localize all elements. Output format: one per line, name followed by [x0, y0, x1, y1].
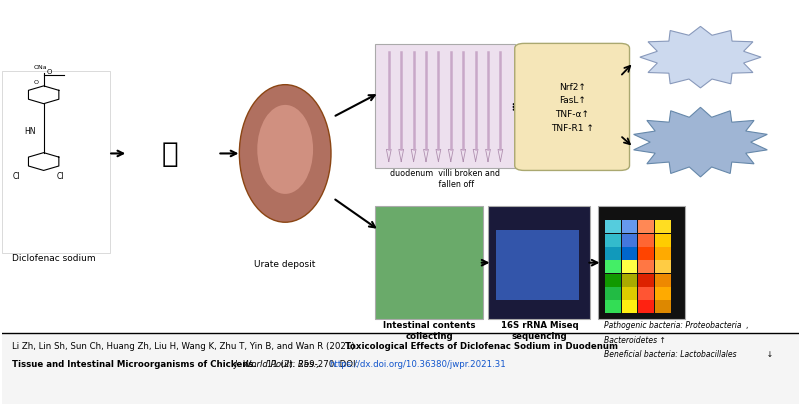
FancyBboxPatch shape — [638, 301, 654, 313]
FancyBboxPatch shape — [375, 45, 514, 168]
FancyBboxPatch shape — [622, 247, 638, 260]
FancyBboxPatch shape — [638, 261, 654, 273]
FancyBboxPatch shape — [622, 234, 638, 247]
FancyBboxPatch shape — [655, 301, 671, 313]
FancyBboxPatch shape — [497, 230, 579, 300]
FancyBboxPatch shape — [638, 274, 654, 287]
FancyBboxPatch shape — [622, 274, 638, 287]
Text: Pathogenic bacteria: Proteobacteria: Pathogenic bacteria: Proteobacteria — [604, 320, 742, 329]
FancyBboxPatch shape — [622, 261, 638, 273]
FancyBboxPatch shape — [2, 1, 799, 334]
Text: Urate deposit: Urate deposit — [254, 259, 316, 268]
Text: HN: HN — [25, 127, 36, 136]
FancyBboxPatch shape — [605, 221, 621, 234]
Text: O: O — [34, 80, 39, 85]
FancyBboxPatch shape — [489, 207, 590, 320]
Ellipse shape — [258, 106, 313, 194]
Text: 11 (2): 259-270. DOI:: 11 (2): 259-270. DOI: — [264, 359, 361, 368]
FancyBboxPatch shape — [638, 221, 654, 234]
Text: apoptosis: apoptosis — [668, 136, 733, 149]
Text: ONa: ONa — [34, 65, 48, 70]
Text: Beneficial bacteria: Lactobacillales: Beneficial bacteria: Lactobacillales — [604, 350, 737, 358]
FancyBboxPatch shape — [605, 261, 621, 273]
FancyBboxPatch shape — [655, 287, 671, 300]
FancyBboxPatch shape — [605, 247, 621, 260]
FancyBboxPatch shape — [638, 234, 654, 247]
FancyBboxPatch shape — [655, 221, 671, 234]
FancyBboxPatch shape — [605, 274, 621, 287]
FancyBboxPatch shape — [655, 274, 671, 287]
Text: 🐓: 🐓 — [162, 140, 178, 168]
FancyBboxPatch shape — [2, 334, 799, 404]
Text: Diclofenac sodium: Diclofenac sodium — [12, 253, 96, 262]
FancyBboxPatch shape — [514, 44, 630, 171]
Text: ↓: ↓ — [762, 350, 773, 358]
FancyBboxPatch shape — [638, 247, 654, 260]
Text: J. World Poult. Res.,: J. World Poult. Res., — [232, 359, 319, 368]
Text: O: O — [47, 69, 52, 75]
Ellipse shape — [239, 85, 331, 223]
FancyBboxPatch shape — [655, 247, 671, 260]
Text: Intestinal contents
collecting: Intestinal contents collecting — [383, 320, 476, 340]
Text: Bacteroidetes ↑: Bacteroidetes ↑ — [604, 335, 666, 344]
FancyBboxPatch shape — [375, 207, 483, 320]
FancyBboxPatch shape — [605, 234, 621, 247]
Text: duodenum  villi broken and
         fallen off: duodenum villi broken and fallen off — [390, 169, 499, 188]
Text: Cl: Cl — [13, 171, 20, 180]
FancyBboxPatch shape — [605, 301, 621, 313]
Polygon shape — [634, 108, 767, 177]
Text: Nrf2↑
FasL↑
TNF-α↑
TNF-R1 ↑: Nrf2↑ FasL↑ TNF-α↑ TNF-R1 ↑ — [550, 82, 594, 133]
Text: ,: , — [746, 320, 748, 329]
Text: oxidative
stress: oxidative stress — [678, 47, 722, 69]
FancyBboxPatch shape — [622, 221, 638, 234]
FancyBboxPatch shape — [655, 261, 671, 273]
FancyBboxPatch shape — [598, 207, 685, 320]
FancyBboxPatch shape — [638, 287, 654, 300]
Text: Li Zh, Lin Sh, Sun Ch, Huang Zh, Liu H, Wang K, Zhu T, Yin B, and Wan R (2021).: Li Zh, Lin Sh, Sun Ch, Huang Zh, Liu H, … — [12, 341, 360, 350]
Text: Toxicological Effects of Diclofenac Sodium in Duodenum: Toxicological Effects of Diclofenac Sodi… — [345, 341, 618, 350]
Text: Cl: Cl — [57, 171, 64, 180]
FancyBboxPatch shape — [2, 71, 110, 253]
FancyBboxPatch shape — [622, 301, 638, 313]
Polygon shape — [640, 27, 761, 89]
FancyBboxPatch shape — [622, 287, 638, 300]
Text: Tissue and Intestinal Microorganisms of Chickens.: Tissue and Intestinal Microorganisms of … — [12, 359, 257, 368]
Text: 16S rRNA Miseq
sequencing: 16S rRNA Miseq sequencing — [501, 320, 578, 340]
FancyBboxPatch shape — [655, 234, 671, 247]
FancyBboxPatch shape — [605, 287, 621, 300]
Text: https://dx.doi.org/10.36380/jwpr.2021.31: https://dx.doi.org/10.36380/jwpr.2021.31 — [329, 359, 506, 368]
